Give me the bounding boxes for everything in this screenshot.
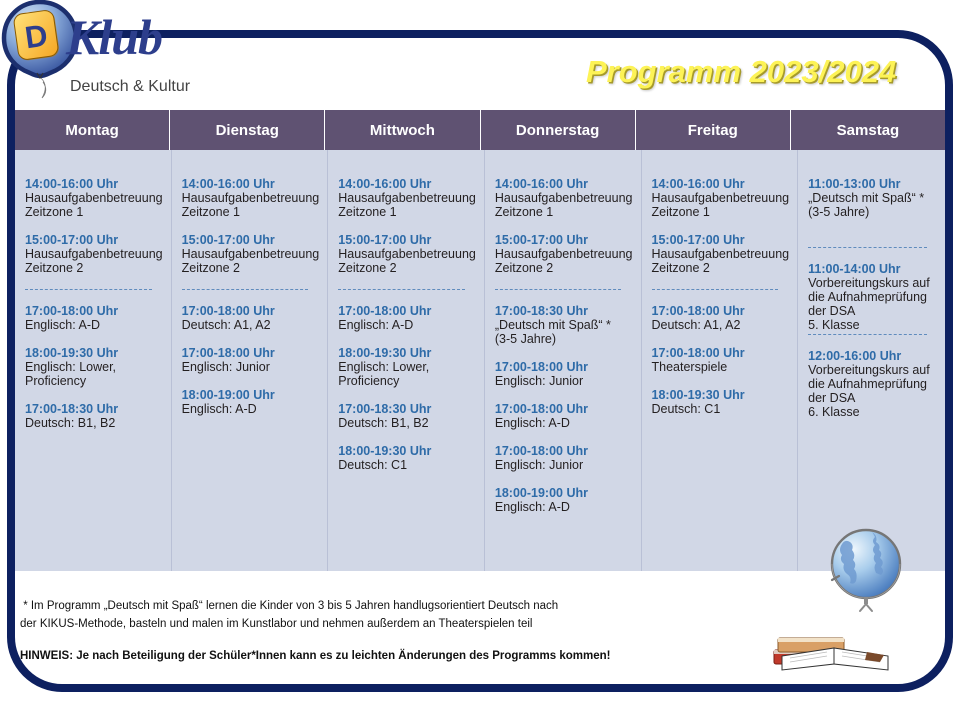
- svg-text:Klub: Klub: [65, 9, 162, 65]
- svg-text:Deutsch & Kultur: Deutsch & Kultur: [70, 78, 191, 95]
